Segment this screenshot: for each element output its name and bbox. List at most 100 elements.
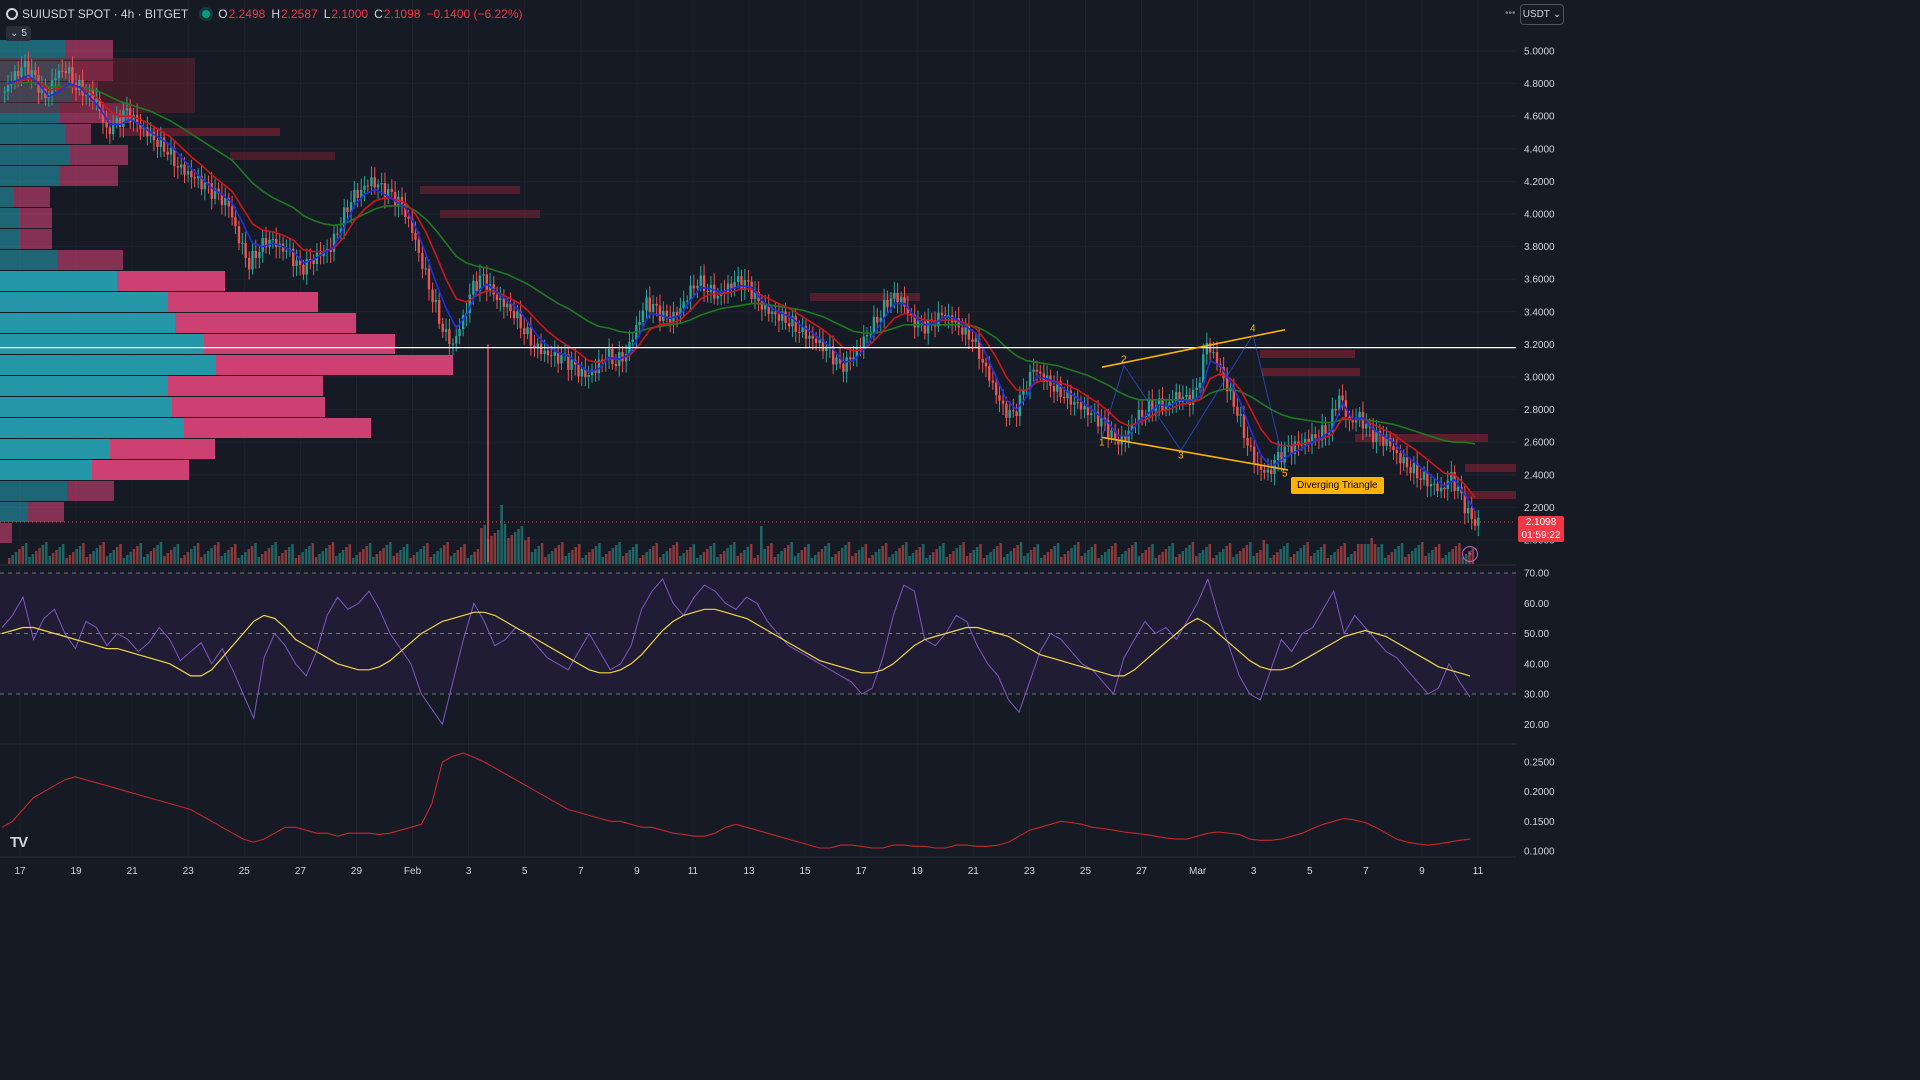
time-axis[interactable]: 17 19 21 23 25 27 29 Feb 3 5 7 9 11 13 15 17 19 21 23 25 27 M… [14,866,1483,877]
volume-bar [942,543,945,564]
volume-profile-up-bar [0,313,175,333]
volume-bar [780,551,783,564]
volume-bar [817,552,820,564]
volume-bar [1023,556,1026,564]
candle-body [1375,430,1378,443]
volume-bar [65,558,68,564]
candle-body [533,345,536,348]
candle-body [220,193,224,206]
volume-bar [1016,545,1019,564]
volume-bar [348,544,352,564]
candle-body [981,358,984,363]
symbol-title[interactable]: SUIUSDT SPOT · 4h · BITGET [22,7,189,21]
candle-body [339,228,343,235]
price-axis[interactable]: 5.0000 4.8000 4.6000 4.4000 4.2000 4.0000 3.80… [1516,0,1568,882]
volume-bar [1404,557,1407,564]
candle-body [950,315,954,323]
volume-bar [945,557,949,564]
candle-body [869,334,872,336]
candle-body [750,281,753,299]
currency-selector[interactable]: USDT ⌄ [1520,4,1564,25]
candle-body [305,259,308,275]
horizontal-line[interactable] [0,347,1516,523]
volume-bar [969,553,972,564]
candle-body [638,321,641,326]
volume-bar [1033,547,1036,564]
volume-bar [1009,551,1013,564]
market-status-icon[interactable] [202,10,211,18]
volume-bar [126,555,129,564]
candle-body [808,335,811,339]
pattern-label[interactable]: Diverging Triangle [1291,477,1384,494]
candle-body [115,117,118,124]
lightning-icon[interactable]: ⚡ [1462,546,1478,562]
candle-body [349,202,353,213]
volume-bar [513,532,517,564]
volume-bar [405,544,409,564]
candle-body [1456,486,1460,492]
indicators-toggle-button[interactable]: ⌄ 5 [6,26,31,41]
candle-body [753,291,757,299]
candle-body [376,184,380,188]
diverging-triangle-pattern[interactable]: 1 2 3 4 5 [1099,324,1289,480]
volume-bar [527,537,530,564]
volume-bar [1039,558,1043,564]
candle-body [1022,389,1025,395]
volume-bar [1107,549,1110,564]
volume-bar [68,555,72,564]
candle-body [733,281,736,289]
candle-body [346,207,349,213]
volume-bar [1313,553,1316,564]
volume-bar [443,545,446,564]
volume-bar [1002,557,1006,564]
candle-body [984,362,988,367]
volume-bar [803,547,807,564]
volume-bar [41,545,45,564]
candle-body [397,196,400,207]
volume-bar [540,543,544,564]
volume-bar [901,545,905,564]
tradingview-logo-icon[interactable]: TV [10,834,28,851]
volume-bar [743,550,746,564]
candle-body [27,60,30,78]
volume-bar [699,555,702,564]
legend-header[interactable]: SUIUSDT SPOT · 4h · BITGET O 2.2498 H 2.25… [6,6,529,22]
volume-bar [753,558,756,564]
candle-body [1222,366,1225,379]
volume-profile-up-bar [0,250,57,270]
volume-bar [692,544,696,564]
volume-bar [1282,546,1286,564]
volume-bar [210,548,213,564]
candle-body [668,316,672,323]
time-tick-label: 21 [968,866,980,877]
candle-body [940,312,944,315]
volume-bar [921,544,925,564]
time-tick-label: 27 [1136,866,1148,877]
volume-bar [830,557,834,564]
candle-body [679,308,682,317]
volume-profile-up-bar [0,397,172,417]
volume-bar [1262,540,1266,564]
pattern-point-label: 5 [1282,468,1288,479]
candle-body [1236,406,1239,416]
volume-bar [628,550,632,564]
candle-body [271,238,275,240]
volume-bar [166,553,170,564]
candle-body [1066,390,1069,399]
volume-bar [1141,553,1144,564]
volume-bar [1441,558,1444,564]
volume-bar [598,543,601,564]
time-tick-label: 23 [1024,866,1036,877]
volume-profile-down-bar [117,271,225,291]
volume-bar [1421,542,1424,564]
volume-bar [702,552,706,564]
candle-body [1290,445,1293,454]
supply-zone [1355,434,1488,442]
volume-bar [824,546,827,564]
candle-body [1107,420,1110,438]
volume-bar [24,543,28,564]
volume-bar [1340,546,1343,564]
volume-bar [186,552,190,564]
more-options-icon[interactable]: ••• [1505,8,1516,19]
